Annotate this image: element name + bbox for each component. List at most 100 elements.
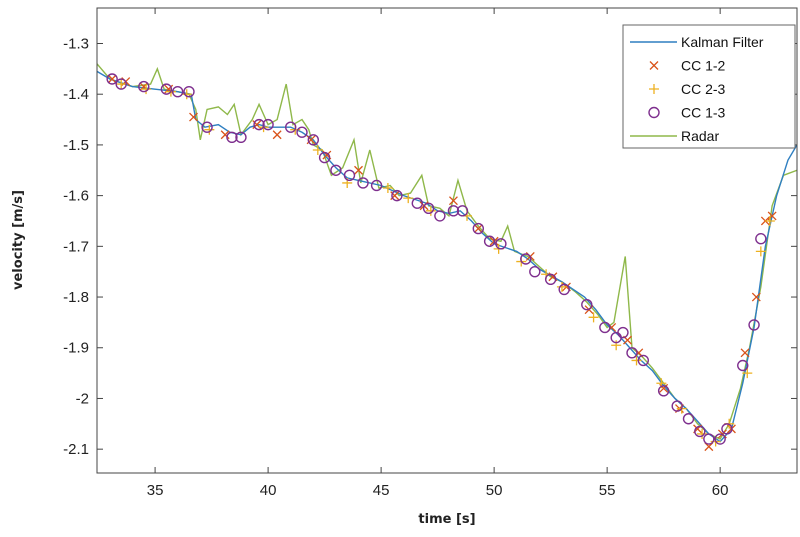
cc-1-3-point [520,253,532,265]
cc-1-3-point [285,121,297,133]
x-axis-label: time [s] [418,512,475,527]
cc-1-3-point [558,283,570,296]
cc-1-3-point [529,265,541,278]
cc-1-3-point [235,131,247,144]
cc-1-2-point [220,130,230,140]
x-tick-label: 60 [712,482,729,499]
cc-1-3-point [671,400,683,412]
cc-1-3-point [253,118,265,131]
y-tick-label: -2 [76,390,89,407]
cc-1-2-point [354,165,363,175]
cc-2-3-point [403,193,414,204]
cc-2-3-point [425,205,436,216]
cc-1-3-point [411,197,423,209]
legend-cc-1-3-label: CC 1-3 [681,105,726,121]
y-tick-label: -1.9 [63,340,89,357]
cc-1-3-point [422,202,435,214]
y-tick-label: -1.4 [63,86,89,103]
legend-cc-2-3-marker [649,84,659,94]
cc-1-3-point [581,298,593,311]
x-tick-label: 40 [260,482,277,499]
cc-1-3-point [171,85,184,98]
cc-1-3-point [226,131,238,144]
cc-1-3-point [160,83,173,95]
cc-1-3-point [694,425,706,438]
cc-1-2-point [189,112,198,122]
cc-1-3-point [737,359,749,372]
cc-1-2-point [448,196,458,206]
cc-1-3-point [201,121,213,133]
cc-1-3-point [544,273,557,285]
cc-2-3-point [588,312,599,323]
plot-area [97,63,797,452]
legend-cc-2-3-label: CC 2-3 [681,81,726,97]
legend-cc-1-3-marker [648,106,660,119]
series-cc-1-3 [106,73,767,445]
cc-1-3-point [495,238,507,250]
y-tick-label: -1.6 [63,188,89,205]
cc-1-3-point [391,189,403,202]
cc-1-3-point [599,321,611,334]
cc-1-2-point [473,224,483,234]
cc-1-3-point [138,80,150,93]
cc-2-3-point [742,368,753,379]
cc-2-3-point [382,183,393,194]
cc-2-3-point [181,89,192,100]
x-tick-label: 50 [486,482,503,499]
cc-1-3-point [296,126,308,138]
y-tick-label: -1.5 [63,137,89,154]
cc-1-3-point [626,347,638,359]
cc-1-3-point [343,169,356,182]
cc-1-2-point [751,292,761,302]
cc-1-3-point [318,151,331,164]
cc-1-3-point [703,433,715,445]
cc-1-2-point [107,74,117,84]
cc-1-3-point [370,179,383,192]
cc-2-3-point [611,340,622,351]
y-tick-label: -1.3 [63,35,89,52]
cc-1-2-point [740,348,750,358]
cc-2-3-point [556,281,567,292]
legend-cc-1-2-marker [649,61,659,70]
cc-2-3-point [631,355,642,366]
cc-1-3-point [682,413,695,425]
x-tick-label: 55 [599,482,616,499]
cc-1-3-point [657,385,670,397]
legend-radar-label: Radar [681,128,719,144]
cc-1-3-point [434,210,446,222]
cc-1-3-point [637,354,650,367]
axes-box [96,7,798,474]
cc-2-3-point [312,144,323,155]
cc-1-3-point [330,164,342,176]
cc-1-3-point [721,423,733,435]
y-axis-label: velocity [m/s] [11,190,26,290]
cc-1-3-point [714,433,726,445]
cc-2-3-point [755,246,766,257]
cc-2-3-point [116,79,127,90]
cc-1-3-point [115,78,127,90]
legend: Kalman Filter CC 1-2 CC 2-3 CC 1-3 Radar [622,24,796,149]
legend-cc-1-2-label: CC 1-2 [681,58,726,74]
cc-1-3-point [357,177,369,189]
cc-1-3-point [307,134,320,146]
cc-1-3-point [617,326,629,339]
y-tick-label: -1.8 [63,289,89,306]
cc-1-3-point [456,205,469,217]
x-tick-label: 35 [147,482,164,499]
legend-kalman-filter-label: Kalman Filter [681,34,764,50]
cc-2-3-point [204,124,215,135]
cc-1-3-point [483,235,496,247]
cc-2-3-point [697,428,708,439]
cc-1-3-point [472,222,485,235]
cc-2-3-point [141,84,152,95]
cc-1-3-point [106,73,118,85]
y-tick-label: -2.1 [63,441,89,458]
cc-1-3-point [183,85,195,98]
cc-1-2-point [272,130,282,140]
cc-1-3-point [748,319,760,331]
cc-2-3-point [764,215,775,226]
cc-1-3-point [262,118,274,131]
y-tick-label: -1.7 [63,238,89,255]
x-tick-label: 45 [373,482,390,499]
